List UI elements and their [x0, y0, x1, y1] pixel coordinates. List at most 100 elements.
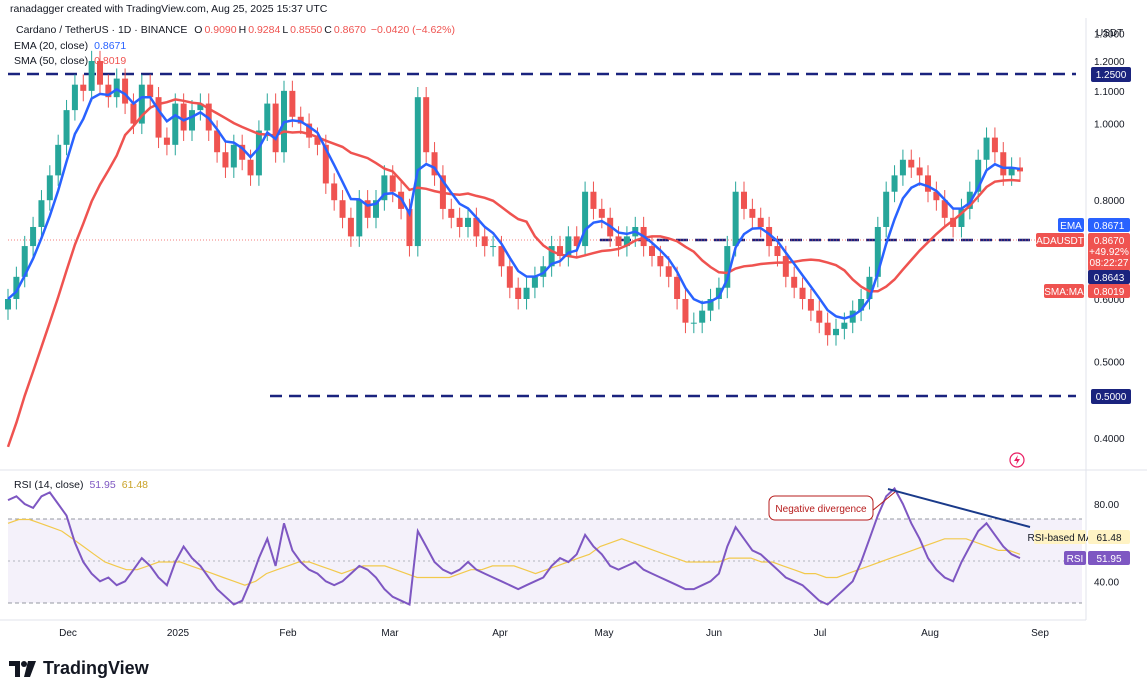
time-tick-label: May: [595, 628, 614, 639]
candle-body: [431, 152, 438, 176]
svg-text:ADAUSDT: ADAUSDT: [1036, 236, 1084, 247]
svg-text:0.5000: 0.5000: [1096, 392, 1127, 403]
candle-body: [481, 236, 488, 247]
price-tick-label: 0.6000: [1094, 295, 1125, 306]
candle-body: [749, 208, 756, 218]
candle-body: [5, 298, 11, 310]
annotation-box[interactable]: [768, 495, 874, 521]
brand-name: TradingView: [43, 658, 149, 678]
svg-text:0.8671: 0.8671: [1094, 221, 1125, 232]
candle-body: [197, 103, 204, 111]
candle-body: [448, 208, 455, 218]
candle-body: [122, 78, 129, 104]
candle-body: [916, 167, 923, 176]
time-tick-label: Apr: [492, 628, 508, 639]
candle-body: [1017, 167, 1023, 172]
svg-text:61.48: 61.48: [1096, 533, 1121, 544]
price-tick-label: 0.8000: [1094, 196, 1125, 207]
ema-20-line: [7, 87, 1021, 320]
rsi-line: [7, 486, 1021, 606]
price-tick-label: 1.3000: [1094, 29, 1125, 40]
candle-body: [172, 103, 179, 145]
candle-body: [423, 97, 430, 153]
svg-text:EMA: EMA: [1060, 221, 1082, 232]
svg-text:51.95: 51.95: [1096, 554, 1121, 565]
candle-body: [88, 60, 95, 91]
candle-body: [699, 310, 706, 323]
candle-body: [565, 236, 572, 257]
candle-body: [950, 217, 957, 227]
rsi-label: RSI (14, close): [14, 479, 84, 491]
ema-legend: EMA (20, close) 0.8671: [14, 40, 126, 52]
candles: [5, 50, 1023, 346]
candle-body: [858, 298, 865, 311]
candle-body: [590, 191, 597, 209]
candle-body: [766, 226, 773, 247]
time-tick-label: Feb: [279, 628, 297, 639]
candle-body: [373, 200, 379, 218]
candle-body: [623, 236, 630, 247]
candle-body: [456, 217, 463, 227]
candle-body: [883, 191, 890, 227]
rsi-tick-label: 40.00: [1094, 577, 1119, 588]
tag-level-low: 0.5000: [1091, 389, 1131, 404]
svg-text:SMA:MA: SMA:MA: [1044, 287, 1084, 298]
candle-body: [239, 144, 246, 160]
tag-level-high: 1.2500: [1091, 67, 1131, 82]
candle-body: [741, 191, 747, 209]
svg-text:+49.92%: +49.92%: [1089, 247, 1129, 258]
candle-body: [715, 287, 722, 299]
candle-body: [724, 246, 731, 288]
candle-body: [272, 103, 279, 153]
axis-unit: USDT: [1096, 28, 1124, 39]
annotation-text: Negative divergence: [775, 504, 867, 515]
candle-body: [757, 217, 764, 227]
candle-body: [130, 103, 137, 124]
candle-body: [21, 246, 28, 277]
sma-label: SMA (50, close): [14, 55, 89, 67]
ohlc-values: O 0.9090 H 0.9284 L 0.8550 C 0.8670: [192, 24, 366, 36]
ohlc-key: H: [238, 24, 247, 36]
price-chart[interactable]: Negative divergence 0.4000 0.5000 0.6000 0.…: [0, 0, 1147, 655]
price-tick-label: 0.4000: [1094, 434, 1125, 445]
chart-credit: ranadagger created with TradingView.com,…: [10, 3, 328, 15]
time-tick-label: Aug: [921, 628, 939, 639]
candle-body: [833, 328, 839, 336]
candle-body: [356, 200, 363, 237]
candle-body: [807, 298, 814, 311]
candle-body: [63, 110, 70, 145]
candle-body: [473, 217, 480, 237]
candle-body: [649, 246, 655, 257]
candle-body: [707, 298, 714, 311]
candle-body: [816, 310, 823, 323]
divergence-trendline[interactable]: [887, 488, 1031, 528]
price-tick-label: 1.0000: [1094, 120, 1125, 131]
rsi-legend: RSI (14, close) 51.95 61.48: [14, 479, 148, 491]
candle-body: [824, 322, 831, 336]
candle-body: [782, 256, 789, 277]
candle-body: [389, 175, 396, 192]
time-tick-label: Jul: [814, 628, 827, 639]
candle-body: [339, 200, 346, 218]
candle-body: [598, 208, 605, 218]
time-tick-label: 2025: [167, 628, 190, 639]
svg-text:0.8643: 0.8643: [1094, 273, 1125, 284]
candle-body: [548, 246, 555, 267]
tag-symbol: ADAUSDT 0.8670 +49.92% 08:22:27: [1036, 233, 1130, 271]
candle-body: [674, 276, 681, 299]
candle-body: [230, 144, 237, 168]
ohlc-value: 0.8550: [290, 24, 323, 36]
candle-body: [30, 226, 37, 247]
candle-body: [13, 276, 20, 299]
svg-text:RSI-based MA: RSI-based MA: [1027, 533, 1092, 544]
candle-body: [364, 200, 371, 218]
tradingview-logo[interactable]: TradingView: [9, 658, 149, 679]
tag-rsi-ma: RSI-based MA 61.48: [1027, 530, 1130, 544]
candle-body: [322, 144, 329, 184]
candle-body: [46, 175, 53, 201]
candle-body: [515, 287, 522, 299]
tag-support: 0.8643: [1088, 270, 1130, 284]
time-tick-label: Mar: [381, 628, 399, 639]
lightning-icon[interactable]: [1009, 452, 1025, 468]
candle-body: [523, 287, 530, 299]
